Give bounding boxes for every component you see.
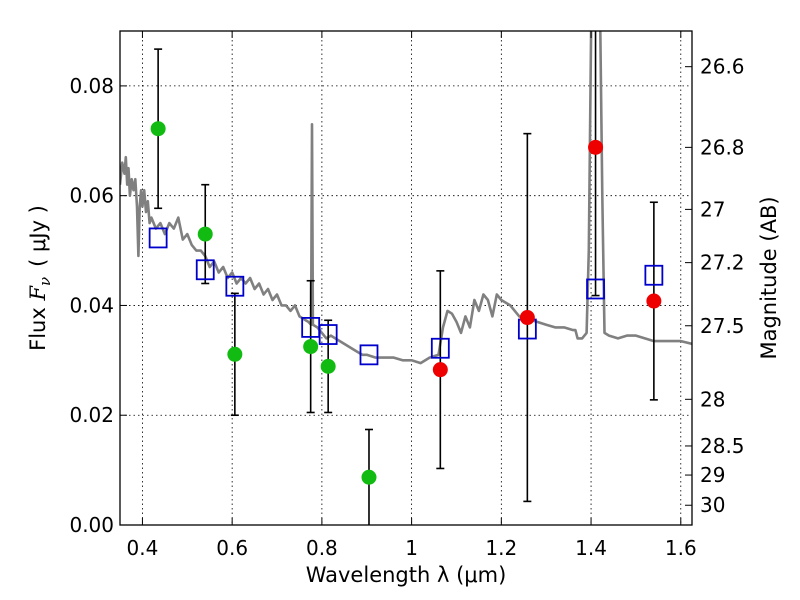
y2-tick-label: 27 [700, 197, 725, 221]
y-axis-label-unit: ( μJy ) [26, 205, 50, 267]
plot-frame [119, 30, 693, 526]
observed-points-layer [150, 121, 662, 485]
y2-tick-label: 27.2 [700, 251, 745, 275]
x-tick-label: 1.2 [485, 536, 517, 560]
model-band-square [644, 264, 664, 286]
model-band-square [195, 259, 215, 281]
model-band-square [318, 324, 338, 345]
model-band-square [148, 227, 168, 249]
model-band-square [586, 278, 605, 300]
y-tick-label: 0.02 [69, 403, 114, 427]
y2-tick-label: 29 [700, 463, 725, 487]
model-band-square [225, 275, 245, 297]
y2-axis-label: Magnitude (AB) [757, 196, 781, 359]
y-axis-label-symbol: F [26, 285, 50, 302]
y-axis-label: Flux Fν ( μJy ) [26, 205, 54, 351]
observed-red-point [432, 362, 448, 378]
observed-green-point [303, 339, 319, 355]
observed-green-point [197, 226, 213, 242]
observed-red-point [519, 310, 535, 326]
y2-tick-label: 26.8 [700, 135, 745, 159]
x-tick-label: 1.4 [575, 536, 607, 560]
x-tick-label: 1.6 [665, 536, 697, 560]
plot-background [120, 31, 692, 525]
model-band-square [430, 337, 450, 359]
y2-tick-label: 28.5 [700, 434, 745, 458]
observed-green-point [150, 121, 166, 137]
ticks-layer: 0.4 0.6 0.8 1 1.2 1.4 1.6 0.00 0.02 0.04 0.06 0.08 2… [69, 31, 745, 560]
observed-green-point [320, 358, 336, 374]
observed-red-point [646, 293, 662, 309]
observed-red-point [588, 139, 604, 155]
model-squares-layer [148, 227, 664, 366]
x-tick-label: 0.8 [306, 536, 338, 560]
y-tick-label: 0.08 [69, 74, 114, 98]
observed-green-point [227, 346, 243, 362]
observed-green-point [361, 469, 377, 485]
y2-tick-label: 26.6 [700, 55, 745, 79]
y2-tick-label: 27.5 [700, 314, 745, 338]
y-tick-label: 0.06 [69, 184, 114, 208]
x-tick-label: 0.6 [216, 536, 248, 560]
y-axis-label-subscript: ν [36, 277, 54, 286]
y-tick-label: 0.04 [69, 293, 114, 317]
model-band-square [359, 344, 379, 366]
y-axis-label-prefix: Flux [26, 301, 50, 351]
y2-tick-label: 28 [700, 387, 725, 411]
x-tick-label: 1 [405, 536, 418, 560]
x-axis-label: Wavelength λ (μm) [306, 563, 507, 587]
y2-tick-label: 30 [700, 493, 725, 517]
x-tick-label: 0.4 [127, 536, 159, 560]
y-tick-label: 0.00 [69, 513, 114, 537]
